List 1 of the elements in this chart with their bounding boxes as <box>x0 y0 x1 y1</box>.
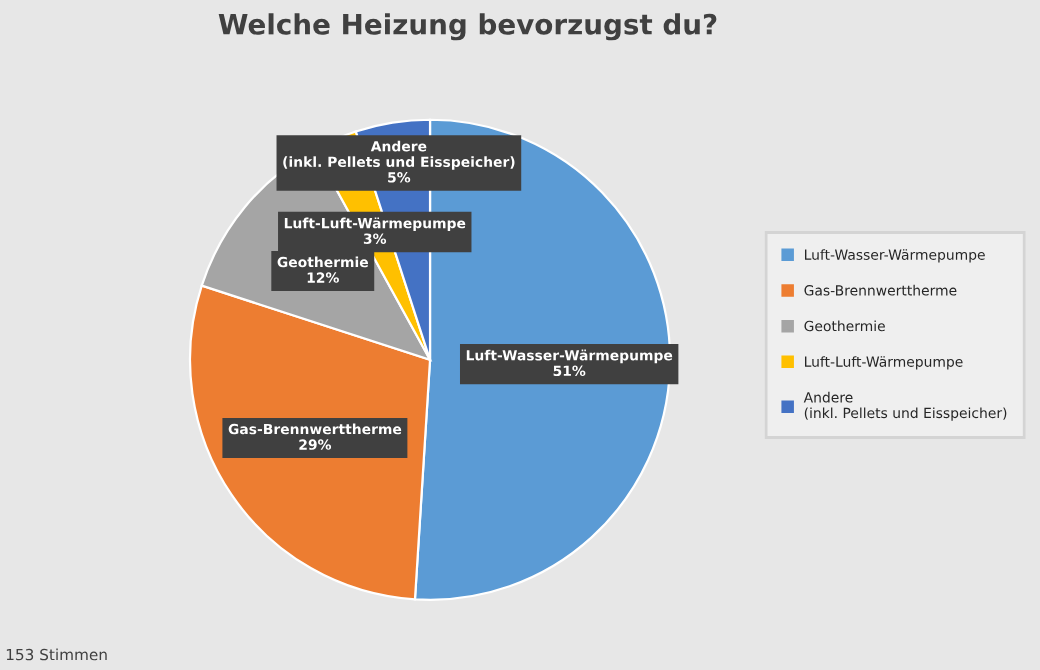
chart-title: Welche Heizung bevorzugst du? <box>218 13 717 41</box>
